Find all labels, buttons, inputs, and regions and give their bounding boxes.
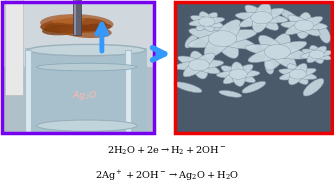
Text: $\mathregular{2H_2O + 2e \rightarrow H_2 + 2OH^-}$: $\mathregular{2H_2O + 2e \rightarrow H_2… (107, 145, 227, 157)
Ellipse shape (42, 23, 88, 35)
Ellipse shape (294, 20, 314, 31)
Ellipse shape (231, 62, 245, 86)
Ellipse shape (242, 81, 266, 93)
Ellipse shape (319, 26, 330, 43)
Ellipse shape (265, 44, 291, 59)
Ellipse shape (223, 64, 253, 84)
Ellipse shape (59, 24, 112, 38)
Ellipse shape (190, 51, 208, 79)
Ellipse shape (302, 49, 331, 60)
Ellipse shape (281, 21, 327, 30)
Ellipse shape (251, 12, 273, 24)
Bar (73, 0, 81, 35)
Ellipse shape (265, 33, 290, 70)
Ellipse shape (174, 82, 202, 93)
Ellipse shape (289, 69, 307, 79)
Text: $\mathregular{2Ag^+ + 2OH^- \rightarrow Ag_2O + H_2O}$: $\mathregular{2Ag^+ + 2OH^- \rightarrow … (95, 169, 239, 183)
Ellipse shape (52, 15, 85, 25)
Ellipse shape (40, 14, 114, 33)
Ellipse shape (199, 12, 214, 32)
Ellipse shape (45, 23, 72, 32)
Ellipse shape (303, 78, 324, 96)
Ellipse shape (219, 90, 242, 97)
Ellipse shape (286, 16, 323, 35)
Ellipse shape (229, 69, 247, 79)
Ellipse shape (196, 12, 217, 31)
Ellipse shape (78, 23, 112, 31)
Ellipse shape (178, 56, 220, 74)
Bar (5, 0, 23, 95)
Ellipse shape (185, 35, 197, 48)
Ellipse shape (296, 12, 312, 39)
Bar (25, 48, 147, 133)
Ellipse shape (288, 15, 320, 36)
Ellipse shape (307, 46, 326, 63)
Bar (125, 50, 131, 133)
Ellipse shape (289, 63, 307, 85)
Ellipse shape (310, 45, 324, 64)
Ellipse shape (189, 17, 224, 26)
Ellipse shape (245, 44, 310, 59)
Ellipse shape (216, 70, 260, 78)
Ellipse shape (259, 35, 296, 68)
Ellipse shape (188, 59, 209, 71)
Ellipse shape (248, 41, 307, 62)
Bar (74, 0, 76, 35)
Ellipse shape (221, 66, 256, 83)
Ellipse shape (265, 61, 274, 74)
Ellipse shape (208, 31, 236, 47)
Ellipse shape (245, 5, 279, 30)
Ellipse shape (287, 64, 308, 84)
Ellipse shape (206, 19, 238, 58)
Ellipse shape (189, 28, 256, 49)
Bar (2, 2, 154, 133)
Bar (25, 50, 31, 133)
Ellipse shape (37, 120, 137, 131)
Bar (2, 2, 154, 67)
Ellipse shape (309, 50, 324, 59)
Bar (175, 2, 332, 133)
Ellipse shape (279, 9, 298, 21)
Ellipse shape (183, 53, 215, 77)
Text: $\mathregular{Ag_2O}$: $\mathregular{Ag_2O}$ (72, 89, 98, 102)
Ellipse shape (40, 18, 107, 33)
Ellipse shape (190, 15, 223, 28)
Ellipse shape (204, 20, 241, 58)
Ellipse shape (252, 3, 271, 33)
Ellipse shape (198, 17, 215, 26)
Ellipse shape (239, 8, 284, 27)
Ellipse shape (279, 69, 317, 79)
Ellipse shape (280, 68, 316, 80)
Ellipse shape (235, 12, 288, 23)
Ellipse shape (300, 50, 333, 58)
Ellipse shape (174, 60, 223, 70)
Ellipse shape (188, 29, 257, 48)
Ellipse shape (28, 44, 145, 56)
Ellipse shape (37, 63, 137, 71)
